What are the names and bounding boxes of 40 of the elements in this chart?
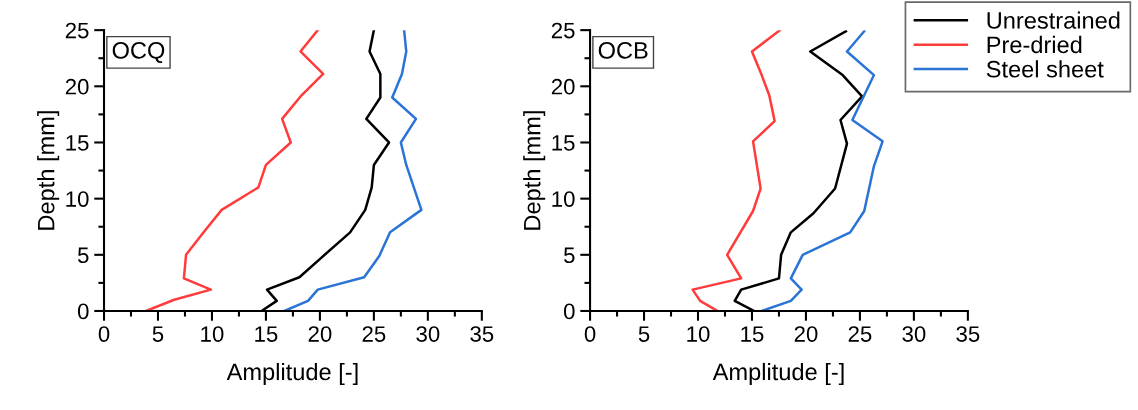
y-tick-label: 5	[564, 247, 575, 264]
annotation: OCQ	[112, 41, 165, 63]
x-tick-label: 5	[638, 326, 650, 342]
line-series	[760, 30, 884, 311]
x-tick-label: 0	[584, 326, 596, 342]
legend-label: Pre-dried	[987, 35, 1082, 54]
y-tick-label: 15	[66, 135, 89, 151]
annotation: OCB	[598, 41, 648, 59]
x-tick-label: 25	[362, 326, 386, 342]
x-tick-label: 5	[152, 326, 164, 342]
y-axis-title: Depth [mm]	[37, 111, 60, 230]
x-axis-title: Amplitude [-]	[712, 362, 844, 385]
x-tick-label: 35	[470, 326, 494, 342]
x-tick-label: 10	[687, 326, 710, 342]
y-tick-label: 25	[551, 22, 575, 39]
y-tick-label: 10	[552, 191, 575, 207]
y-tick-label: 5	[77, 247, 89, 264]
legend-label: Steel sheet	[986, 60, 1104, 78]
y-tick-label: 0	[77, 303, 89, 320]
y-tick-label: 0	[563, 303, 575, 320]
legend-label: Unrestrained	[987, 11, 1120, 29]
x-tick-label: 30	[902, 326, 926, 342]
y-tick-label: 25	[65, 22, 89, 39]
x-tick-label: 20	[794, 326, 818, 342]
x-tick-label: 25	[848, 326, 872, 342]
line-series	[691, 30, 782, 311]
y-tick-label: 20	[65, 78, 89, 95]
x-tick-label: 20	[308, 326, 332, 342]
x-tick-label: 35	[956, 326, 980, 342]
y-tick-label: 20	[551, 78, 575, 95]
x-tick-label: 15	[741, 326, 764, 342]
x-tick-label: 10	[201, 326, 224, 342]
line-series	[283, 30, 423, 311]
x-tick-label: 30	[416, 326, 440, 342]
x-tick-label: 15	[255, 326, 278, 342]
x-tick-label: 0	[98, 326, 110, 342]
y-axis-title: Depth [mm]	[523, 111, 546, 230]
y-tick-label: 15	[552, 135, 575, 151]
y-tick-label: 10	[66, 191, 89, 207]
x-axis-title: Amplitude [-]	[226, 362, 358, 385]
